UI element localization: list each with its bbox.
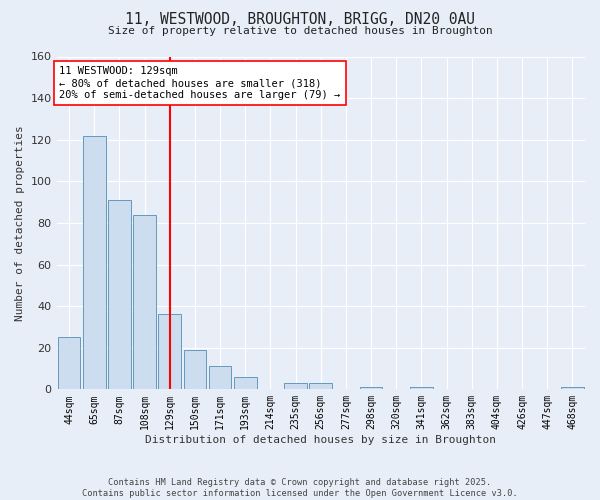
Bar (108, 200, 131, 390)
Bar (209, 366, 232, 390)
Bar (410, 388, 433, 390)
Bar (561, 388, 584, 390)
Bar (83, 136, 106, 390)
X-axis label: Distribution of detached houses by size in Broughton: Distribution of detached houses by size … (145, 435, 496, 445)
Text: 11, WESTWOOD, BROUGHTON, BRIGG, DN20 0AU: 11, WESTWOOD, BROUGHTON, BRIGG, DN20 0AU (125, 12, 475, 28)
Bar (158, 314, 181, 390)
Y-axis label: Number of detached properties: Number of detached properties (15, 125, 25, 321)
Bar (310, 383, 332, 390)
Text: Contains HM Land Registry data © Crown copyright and database right 2025.
Contai: Contains HM Land Registry data © Crown c… (82, 478, 518, 498)
Bar (360, 388, 382, 390)
Bar (133, 214, 156, 390)
Bar (58, 338, 80, 390)
Bar (234, 377, 257, 390)
Bar (284, 383, 307, 390)
Bar (184, 350, 206, 390)
Text: 11 WESTWOOD: 129sqm
← 80% of detached houses are smaller (318)
20% of semi-detac: 11 WESTWOOD: 129sqm ← 80% of detached ho… (59, 66, 340, 100)
Text: Size of property relative to detached houses in Broughton: Size of property relative to detached ho… (107, 26, 493, 36)
